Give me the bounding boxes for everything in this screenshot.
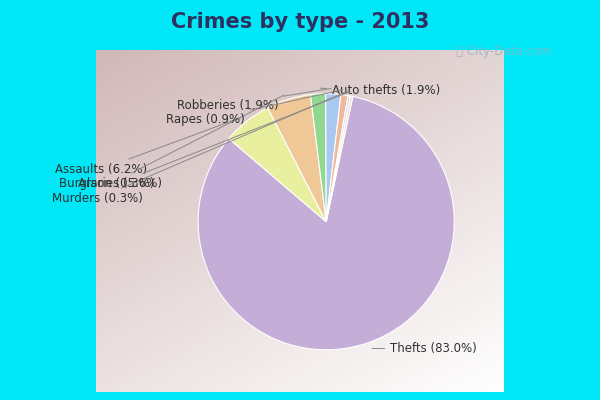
Text: Crimes by type - 2013: Crimes by type - 2013 bbox=[171, 12, 429, 32]
Text: Arson (0.3%): Arson (0.3%) bbox=[78, 92, 350, 190]
Text: Burglaries (5.6%): Burglaries (5.6%) bbox=[59, 95, 284, 190]
Text: Assaults (6.2%): Assaults (6.2%) bbox=[55, 118, 241, 176]
Text: ⓘ City-Data.com: ⓘ City-Data.com bbox=[456, 45, 551, 58]
Text: Rapes (0.9%): Rapes (0.9%) bbox=[166, 90, 343, 126]
Text: Auto thefts (1.9%): Auto thefts (1.9%) bbox=[320, 84, 440, 97]
Wedge shape bbox=[326, 94, 348, 222]
Wedge shape bbox=[310, 94, 326, 222]
Wedge shape bbox=[268, 95, 326, 222]
Wedge shape bbox=[326, 96, 353, 222]
Wedge shape bbox=[229, 108, 326, 222]
Text: Thefts (83.0%): Thefts (83.0%) bbox=[372, 342, 477, 355]
Wedge shape bbox=[326, 94, 341, 222]
Text: Murders (0.3%): Murders (0.3%) bbox=[52, 91, 348, 205]
Wedge shape bbox=[198, 96, 454, 350]
Wedge shape bbox=[326, 96, 350, 222]
Text: Robberies (1.9%): Robberies (1.9%) bbox=[176, 88, 331, 112]
